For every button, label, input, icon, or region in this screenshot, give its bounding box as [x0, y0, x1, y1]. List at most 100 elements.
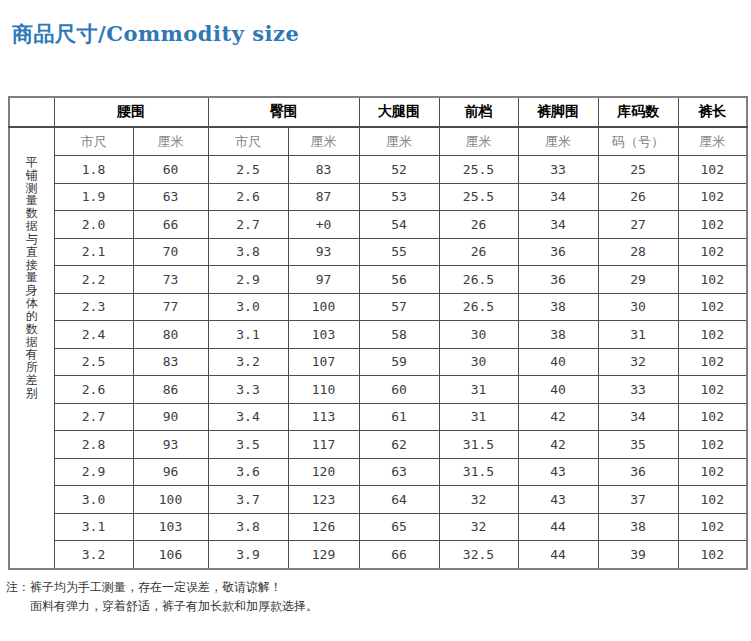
- table-cell: 26: [439, 211, 518, 239]
- table-cell: 3.6: [208, 458, 288, 486]
- table-cell: 3.5: [208, 431, 288, 459]
- table-row: 3.01003.712364324337102: [9, 486, 747, 514]
- table-cell: 31: [598, 321, 678, 349]
- table-cell: 70: [133, 238, 208, 266]
- table-cell: 25: [598, 156, 678, 184]
- table-cell: 2.3: [54, 293, 133, 321]
- table-cell: 2.9: [208, 266, 288, 294]
- size-table: 腰围 臀围 大腿围 前档 裤脚围 库码数 裤长 平铺测量数据与直接量身体的数据有…: [8, 96, 748, 570]
- table-cell: 28: [598, 238, 678, 266]
- table-cell: 31.5: [439, 458, 518, 486]
- table-cell: 102: [678, 486, 747, 514]
- table-cell: 102: [678, 238, 747, 266]
- table-cell: 65: [359, 513, 439, 541]
- table-cell: 54: [359, 211, 439, 239]
- table-row: 2.7903.411361314234102: [9, 403, 747, 431]
- table-cell: 102: [678, 403, 747, 431]
- table-cell: 52: [359, 156, 439, 184]
- table-cell: 40: [518, 348, 598, 376]
- table-cell: 66: [133, 211, 208, 239]
- table-cell: 83: [133, 348, 208, 376]
- group-header-hip: 臀围: [208, 97, 359, 127]
- group-header-size-code: 库码数: [598, 97, 678, 127]
- group-header-row: 腰围 臀围 大腿围 前档 裤脚围 库码数 裤长: [9, 97, 747, 127]
- side-note-vertical-text: 平铺测量数据与直接量身体的数据有所差别: [25, 156, 39, 400]
- table-cell: 113: [288, 403, 359, 431]
- table-cell: 3.0: [54, 486, 133, 514]
- table-cell: 34: [598, 403, 678, 431]
- table-cell: 26.5: [439, 293, 518, 321]
- table-cell: 123: [288, 486, 359, 514]
- sub-header-unit: 厘米: [359, 127, 439, 156]
- sub-header-unit: 市尺: [54, 127, 133, 156]
- table-cell: 38: [518, 321, 598, 349]
- sub-header-unit: 码（号）: [598, 127, 678, 156]
- table-cell: 38: [518, 293, 598, 321]
- table-cell: 59: [359, 348, 439, 376]
- table-row: 2.4803.110358303831102: [9, 321, 747, 349]
- table-cell: 34: [518, 183, 598, 211]
- table-cell: 97: [288, 266, 359, 294]
- table-cell: 55: [359, 238, 439, 266]
- table-cell: 102: [678, 458, 747, 486]
- table-cell: 110: [288, 376, 359, 404]
- table-cell: 2.7: [54, 403, 133, 431]
- table-cell: 38: [598, 513, 678, 541]
- table-row: 2.2732.9975626.53629102: [9, 266, 747, 294]
- page: { "title": "商品尺寸/Commodity size", "accen…: [0, 0, 751, 641]
- note-line-1: 注：裤子均为手工测量，存在一定误差，敬请谅解！: [6, 578, 318, 597]
- table-cell: 2.5: [54, 348, 133, 376]
- table-cell: 31: [439, 403, 518, 431]
- table-cell: 2.7: [208, 211, 288, 239]
- table-cell: 35: [598, 431, 678, 459]
- table-cell: 103: [288, 321, 359, 349]
- table-cell: 73: [133, 266, 208, 294]
- table-cell: 2.4: [54, 321, 133, 349]
- table-cell: 36: [518, 238, 598, 266]
- table-cell: 102: [678, 431, 747, 459]
- table-cell: 2.5: [208, 156, 288, 184]
- table-cell: 63: [359, 458, 439, 486]
- table-cell: 100: [288, 293, 359, 321]
- table-cell: 2.1: [54, 238, 133, 266]
- table-cell: 3.3: [208, 376, 288, 404]
- footer-notes: 注：裤子均为手工测量，存在一定误差，敬请谅解！ 面料有弹力，穿着舒适，裤子有加长…: [6, 578, 318, 616]
- table-cell: 37: [598, 486, 678, 514]
- sub-header-unit: 厘米: [288, 127, 359, 156]
- table-cell: 26.5: [439, 266, 518, 294]
- table-cell: 40: [518, 376, 598, 404]
- table-cell: 102: [678, 376, 747, 404]
- table-cell: 3.9: [208, 541, 288, 570]
- table-cell: 3.4: [208, 403, 288, 431]
- table-cell: 102: [678, 156, 747, 184]
- table-cell: 60: [359, 376, 439, 404]
- table-cell: 2.6: [208, 183, 288, 211]
- table-cell: 3.7: [208, 486, 288, 514]
- table-cell: 3.0: [208, 293, 288, 321]
- table-cell: 80: [133, 321, 208, 349]
- table-cell: 42: [518, 403, 598, 431]
- table-cell: 30: [598, 293, 678, 321]
- table-cell: 3.1: [208, 321, 288, 349]
- table-cell: 33: [518, 156, 598, 184]
- table-cell: 83: [288, 156, 359, 184]
- table-cell: 66: [359, 541, 439, 570]
- sub-header-unit: 市尺: [208, 127, 288, 156]
- table-cell: 32: [439, 486, 518, 514]
- table-cell: 26: [598, 183, 678, 211]
- table-cell: 39: [598, 541, 678, 570]
- table-row: 2.3773.01005726.53830102: [9, 293, 747, 321]
- table-cell: 2.6: [54, 376, 133, 404]
- table-row: 3.11033.812665324438102: [9, 513, 747, 541]
- table-cell: 3.8: [208, 513, 288, 541]
- table-cell: 1.9: [54, 183, 133, 211]
- table-cell: 93: [133, 431, 208, 459]
- table-cell: 31.5: [439, 431, 518, 459]
- sub-header-unit: 厘米: [518, 127, 598, 156]
- table-cell: 106: [133, 541, 208, 570]
- table-cell: 3.1: [54, 513, 133, 541]
- table-cell: 31: [439, 376, 518, 404]
- table-row: 3.21063.91296632.54439102: [9, 541, 747, 570]
- table-row: 2.8933.51176231.54235102: [9, 431, 747, 459]
- table-cell: 57: [359, 293, 439, 321]
